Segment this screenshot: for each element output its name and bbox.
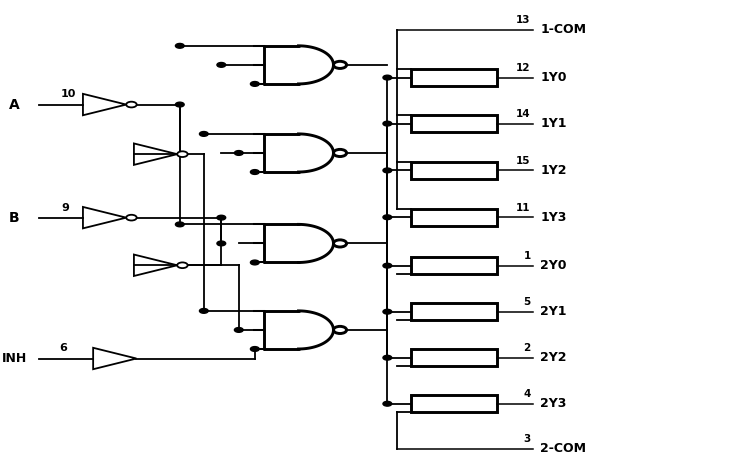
Text: 12: 12 xyxy=(516,63,531,73)
Circle shape xyxy=(235,151,243,155)
Bar xyxy=(412,162,497,179)
Bar xyxy=(412,395,497,413)
Text: 2Y2: 2Y2 xyxy=(540,351,567,364)
Text: 1Y2: 1Y2 xyxy=(540,164,567,177)
Circle shape xyxy=(175,102,184,107)
Circle shape xyxy=(383,168,392,173)
Text: 2: 2 xyxy=(523,343,531,353)
Circle shape xyxy=(383,309,392,314)
Text: 2Y1: 2Y1 xyxy=(540,305,567,318)
Circle shape xyxy=(333,240,346,247)
Text: 1: 1 xyxy=(523,251,531,261)
Circle shape xyxy=(177,262,188,268)
Circle shape xyxy=(175,43,184,48)
Circle shape xyxy=(251,81,260,86)
Circle shape xyxy=(383,401,392,406)
Text: 2Y0: 2Y0 xyxy=(540,259,567,272)
Bar xyxy=(412,303,497,320)
Circle shape xyxy=(333,326,346,333)
Circle shape xyxy=(217,215,226,220)
Text: 10: 10 xyxy=(61,89,77,99)
Circle shape xyxy=(383,215,392,219)
Text: INH: INH xyxy=(1,352,26,365)
Circle shape xyxy=(251,260,260,265)
Circle shape xyxy=(126,215,137,220)
Text: 15: 15 xyxy=(516,156,531,166)
Circle shape xyxy=(200,309,208,313)
Circle shape xyxy=(383,121,392,126)
Circle shape xyxy=(251,347,260,351)
Bar xyxy=(412,69,497,86)
Circle shape xyxy=(175,222,184,227)
Text: 1-COM: 1-COM xyxy=(540,24,586,36)
Text: 2-COM: 2-COM xyxy=(540,442,586,455)
Text: 3: 3 xyxy=(523,434,531,444)
Text: 11: 11 xyxy=(516,203,531,212)
Circle shape xyxy=(200,131,208,136)
Circle shape xyxy=(333,149,346,156)
Bar xyxy=(412,257,497,275)
Text: 2Y3: 2Y3 xyxy=(540,397,567,410)
Bar xyxy=(412,349,497,366)
Text: A: A xyxy=(9,97,20,112)
Text: 14: 14 xyxy=(516,109,531,119)
Text: 9: 9 xyxy=(61,203,69,212)
Text: 1Y0: 1Y0 xyxy=(540,71,567,84)
Circle shape xyxy=(217,241,226,246)
Text: 1Y1: 1Y1 xyxy=(540,117,567,130)
Text: 5: 5 xyxy=(523,297,531,307)
Bar xyxy=(412,115,497,132)
Circle shape xyxy=(251,170,260,174)
Text: 6: 6 xyxy=(59,343,67,353)
Circle shape xyxy=(383,75,392,80)
Circle shape xyxy=(383,263,392,268)
Text: 13: 13 xyxy=(516,15,531,25)
Circle shape xyxy=(235,327,243,333)
Text: 4: 4 xyxy=(523,389,531,399)
Circle shape xyxy=(217,63,226,67)
Text: 1Y3: 1Y3 xyxy=(540,211,567,224)
Circle shape xyxy=(383,355,392,360)
Circle shape xyxy=(333,61,346,68)
Text: B: B xyxy=(9,211,19,225)
Bar xyxy=(412,209,497,226)
Circle shape xyxy=(126,102,137,107)
Circle shape xyxy=(177,151,188,157)
